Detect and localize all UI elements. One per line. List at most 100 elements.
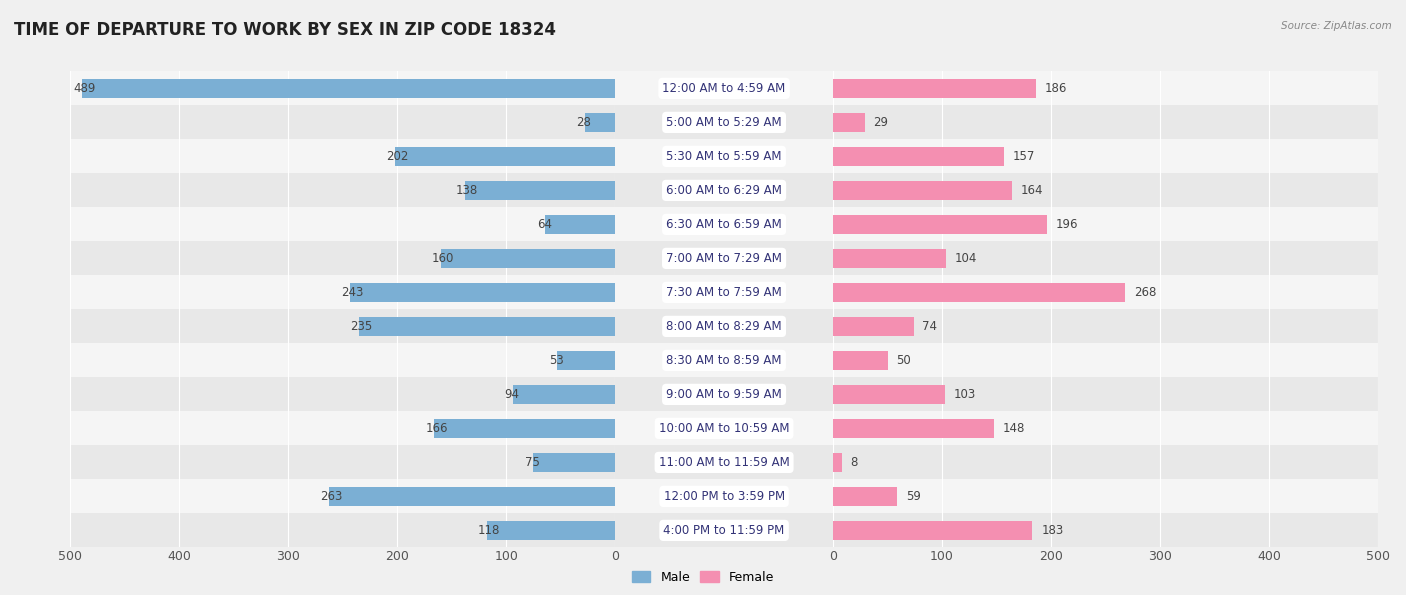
Bar	[832, 139, 1378, 173]
Text: 118: 118	[478, 524, 501, 537]
Text: 157: 157	[1012, 150, 1035, 163]
Bar	[70, 105, 614, 139]
Bar	[70, 242, 614, 275]
Bar	[614, 208, 832, 242]
Text: 8:30 AM to 8:59 AM: 8:30 AM to 8:59 AM	[666, 354, 782, 367]
Text: TIME OF DEPARTURE TO WORK BY SEX IN ZIP CODE 18324: TIME OF DEPARTURE TO WORK BY SEX IN ZIP …	[14, 21, 555, 39]
Text: 263: 263	[319, 490, 342, 503]
Bar	[832, 351, 887, 369]
Bar	[614, 480, 832, 513]
Bar	[832, 208, 1378, 242]
Bar	[70, 513, 614, 547]
Text: 243: 243	[342, 286, 364, 299]
Bar	[832, 147, 1004, 166]
Bar	[832, 487, 897, 506]
Bar	[832, 283, 1125, 302]
Text: 5:30 AM to 5:59 AM: 5:30 AM to 5:59 AM	[666, 150, 782, 163]
Text: 103: 103	[955, 388, 976, 401]
Bar	[832, 317, 914, 336]
Text: 74: 74	[922, 320, 938, 333]
Bar	[832, 411, 1378, 446]
Text: 7:00 AM to 7:29 AM: 7:00 AM to 7:29 AM	[666, 252, 782, 265]
Bar	[83, 79, 614, 98]
Bar	[70, 480, 614, 513]
Bar	[70, 377, 614, 411]
Bar	[832, 385, 945, 404]
Text: 183: 183	[1042, 524, 1063, 537]
Bar	[614, 105, 832, 139]
Bar	[832, 275, 1378, 309]
Bar	[465, 181, 614, 200]
Bar	[832, 105, 1378, 139]
Text: 138: 138	[456, 184, 478, 197]
Text: 53: 53	[548, 354, 564, 367]
Text: 160: 160	[432, 252, 454, 265]
Bar	[832, 521, 1032, 540]
Bar	[70, 275, 614, 309]
Text: 6:30 AM to 6:59 AM: 6:30 AM to 6:59 AM	[666, 218, 782, 231]
Bar	[546, 215, 614, 234]
Bar	[434, 419, 614, 438]
Bar	[70, 411, 614, 446]
Bar	[329, 487, 614, 506]
Bar	[533, 453, 614, 472]
Bar	[832, 71, 1378, 105]
Bar	[832, 419, 994, 438]
Text: 10:00 AM to 10:59 AM: 10:00 AM to 10:59 AM	[659, 422, 789, 435]
Text: 202: 202	[387, 150, 409, 163]
Text: 268: 268	[1133, 286, 1156, 299]
Text: 186: 186	[1045, 82, 1067, 95]
Text: 489: 489	[73, 82, 96, 95]
Bar	[832, 173, 1378, 208]
Bar	[832, 249, 946, 268]
Text: Source: ZipAtlas.com: Source: ZipAtlas.com	[1281, 21, 1392, 31]
Text: 50: 50	[896, 354, 911, 367]
Bar	[614, 71, 832, 105]
Bar	[614, 309, 832, 343]
Bar	[832, 242, 1378, 275]
Bar	[832, 79, 1036, 98]
Bar	[832, 377, 1378, 411]
Text: 4:00 PM to 11:59 PM: 4:00 PM to 11:59 PM	[664, 524, 785, 537]
Text: 235: 235	[350, 320, 373, 333]
Text: 104: 104	[955, 252, 977, 265]
Bar	[614, 513, 832, 547]
Bar	[70, 309, 614, 343]
Bar	[832, 446, 1378, 480]
Bar	[832, 513, 1378, 547]
Bar	[359, 317, 614, 336]
Text: 164: 164	[1021, 184, 1043, 197]
Text: 196: 196	[1056, 218, 1078, 231]
Bar	[70, 208, 614, 242]
Bar	[832, 113, 865, 131]
Text: 7:30 AM to 7:59 AM: 7:30 AM to 7:59 AM	[666, 286, 782, 299]
Bar	[557, 351, 614, 369]
Text: 5:00 AM to 5:29 AM: 5:00 AM to 5:29 AM	[666, 116, 782, 129]
Text: 8: 8	[851, 456, 858, 469]
Bar	[614, 343, 832, 377]
Bar	[832, 181, 1012, 200]
Legend: Male, Female: Male, Female	[627, 566, 779, 588]
Text: 12:00 AM to 4:59 AM: 12:00 AM to 4:59 AM	[662, 82, 786, 95]
Text: 8:00 AM to 8:29 AM: 8:00 AM to 8:29 AM	[666, 320, 782, 333]
Bar	[70, 446, 614, 480]
Text: 11:00 AM to 11:59 AM: 11:00 AM to 11:59 AM	[659, 456, 789, 469]
Bar	[832, 480, 1378, 513]
Bar	[70, 139, 614, 173]
Bar	[70, 343, 614, 377]
Bar	[614, 139, 832, 173]
Bar	[486, 521, 614, 540]
Text: 28: 28	[576, 116, 591, 129]
Bar	[614, 275, 832, 309]
Bar	[614, 242, 832, 275]
Bar	[395, 147, 614, 166]
Bar	[614, 446, 832, 480]
Bar	[350, 283, 614, 302]
Text: 12:00 PM to 3:59 PM: 12:00 PM to 3:59 PM	[664, 490, 785, 503]
Text: 166: 166	[426, 422, 449, 435]
Bar	[513, 385, 614, 404]
Bar	[441, 249, 614, 268]
Bar	[832, 343, 1378, 377]
Text: 148: 148	[1002, 422, 1025, 435]
Text: 64: 64	[537, 218, 551, 231]
